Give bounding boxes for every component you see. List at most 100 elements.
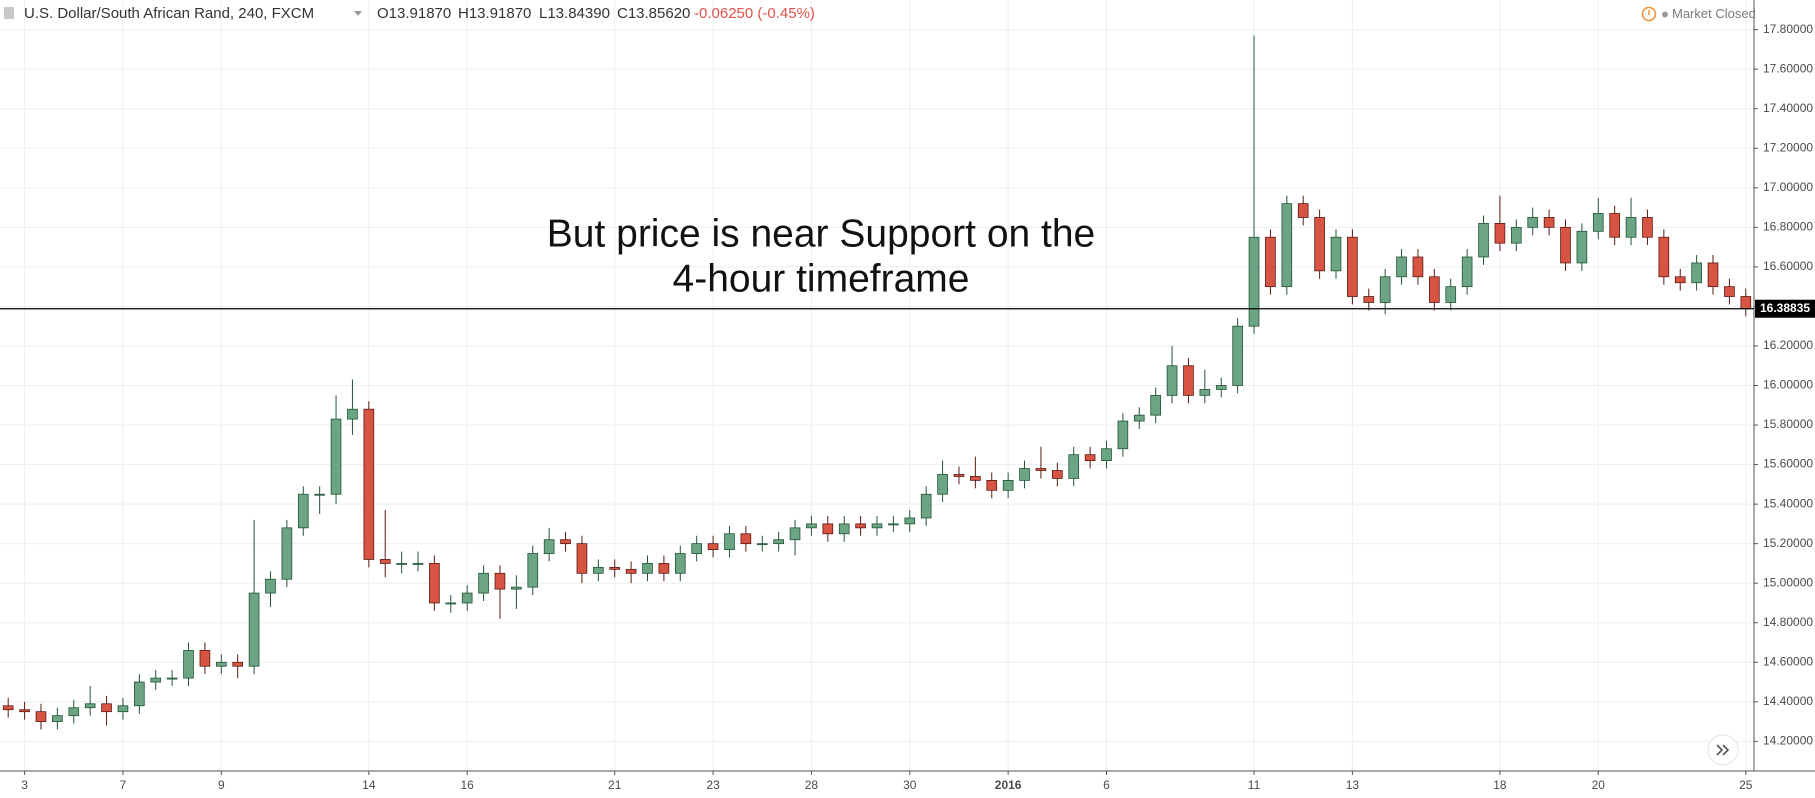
candle-body xyxy=(330,418,342,495)
candle-body xyxy=(953,474,965,477)
candle-body xyxy=(347,408,358,420)
candle-body xyxy=(183,650,194,679)
x-tick-label: 20 xyxy=(1592,778,1606,792)
y-tick-label: 15.80000 xyxy=(1763,417,1813,431)
candle-body xyxy=(215,661,227,667)
candle-body xyxy=(199,650,211,667)
y-tick-label: 17.20000 xyxy=(1763,140,1813,154)
candle-body xyxy=(1035,468,1047,471)
annotation-line: 4-hour timeframe xyxy=(673,257,970,300)
candle-body xyxy=(740,533,752,545)
candle-body xyxy=(478,572,489,594)
x-tick-label: 30 xyxy=(903,778,917,792)
candle-body xyxy=(166,677,178,680)
candle-body xyxy=(35,711,47,722)
y-tick-label: 15.20000 xyxy=(1763,536,1813,550)
candle-body xyxy=(1412,256,1424,278)
x-tick-label: 9 xyxy=(218,778,225,792)
candle-body xyxy=(674,553,686,574)
candle-body xyxy=(1543,217,1555,228)
candle-body xyxy=(658,563,670,574)
candle-body xyxy=(1019,468,1030,481)
status-icon[interactable] xyxy=(1641,6,1657,22)
candle-body xyxy=(1199,389,1211,396)
candle-body xyxy=(379,559,391,564)
y-tick-label: 14.80000 xyxy=(1763,615,1813,629)
symbol-icon xyxy=(4,7,14,19)
candle-body xyxy=(1330,236,1342,272)
candle-body xyxy=(1527,217,1539,228)
candle-body xyxy=(1314,217,1325,272)
candle-body xyxy=(543,539,555,554)
status-icon-mark xyxy=(1648,10,1650,15)
x-tick-label: 25 xyxy=(1739,778,1753,792)
y-tick-label: 14.40000 xyxy=(1763,694,1813,708)
y-tick-label: 17.40000 xyxy=(1763,101,1813,115)
ohlc-low: L13.84390 xyxy=(539,5,610,22)
candle-body xyxy=(625,568,637,574)
x-tick-label: 23 xyxy=(706,778,720,792)
candle-body xyxy=(1674,276,1686,284)
candle-body xyxy=(1363,296,1375,303)
candle-body xyxy=(314,493,325,496)
candle-body xyxy=(1642,217,1653,238)
y-tick-label: 16.00000 xyxy=(1763,378,1813,392)
candle-body xyxy=(838,523,850,535)
y-tick-label: 16.60000 xyxy=(1763,259,1813,273)
candle-body xyxy=(937,474,948,495)
candle-body xyxy=(576,543,588,574)
y-tick-label: 15.60000 xyxy=(1763,457,1813,471)
candle-body xyxy=(1248,236,1260,327)
candle-body xyxy=(1707,262,1719,288)
candle-body xyxy=(134,681,145,707)
candle-body xyxy=(19,709,30,713)
candle-body xyxy=(412,563,424,565)
ohlc-close: C13.85620 xyxy=(617,5,690,22)
candle-body xyxy=(527,553,539,588)
candle-body xyxy=(1068,454,1080,479)
candle-body xyxy=(789,527,801,541)
dropdown-arrow[interactable] xyxy=(354,11,362,16)
candle-body xyxy=(1560,226,1571,264)
ohlc-open: O13.91870 xyxy=(377,5,451,22)
candle-body xyxy=(248,592,260,667)
y-tick-label: 17.80000 xyxy=(1763,22,1813,36)
candle-body xyxy=(363,408,375,560)
candle-body xyxy=(1133,414,1145,422)
candle-body xyxy=(1478,222,1489,258)
x-tick-label: 3 xyxy=(21,778,28,792)
x-tick-label: 6 xyxy=(1103,778,1110,792)
candle-body xyxy=(101,703,112,713)
candle-body xyxy=(1576,230,1588,264)
x-tick-label: 13 xyxy=(1346,778,1360,792)
candle-body xyxy=(609,566,621,570)
candle-body xyxy=(117,705,129,713)
candle-body xyxy=(986,479,998,491)
candle-body xyxy=(1183,365,1194,396)
candle-body xyxy=(1117,420,1129,450)
candle-body xyxy=(1379,276,1391,303)
y-tick-label: 16.20000 xyxy=(1763,338,1813,352)
y-tick-label: 17.00000 xyxy=(1763,180,1813,194)
y-tick-label: 17.60000 xyxy=(1763,61,1813,75)
candle-body xyxy=(445,602,457,605)
chart-title[interactable]: U.S. Dollar/South African Rand, 240, FXC… xyxy=(24,5,314,22)
candle-body xyxy=(773,539,784,545)
price-change: -0.06250 (-0.45%) xyxy=(694,5,815,22)
annotation-line: But price is near Support on the xyxy=(547,212,1096,255)
candle-body xyxy=(1150,394,1161,416)
status-dot xyxy=(1662,11,1668,18)
x-tick-label: 7 xyxy=(120,778,127,792)
candle-body xyxy=(920,493,932,519)
candle-body xyxy=(1002,479,1014,491)
y-tick-label: 16.80000 xyxy=(1763,220,1813,234)
overlay: U.S. Dollar/South African Rand, 240, FXC… xyxy=(4,5,1756,766)
candle-body xyxy=(1724,286,1735,297)
x-tick-label: 11 xyxy=(1248,778,1261,792)
candle-body xyxy=(511,586,522,590)
candle-body xyxy=(1232,325,1243,386)
x-tick-label: 2016 xyxy=(995,778,1022,792)
